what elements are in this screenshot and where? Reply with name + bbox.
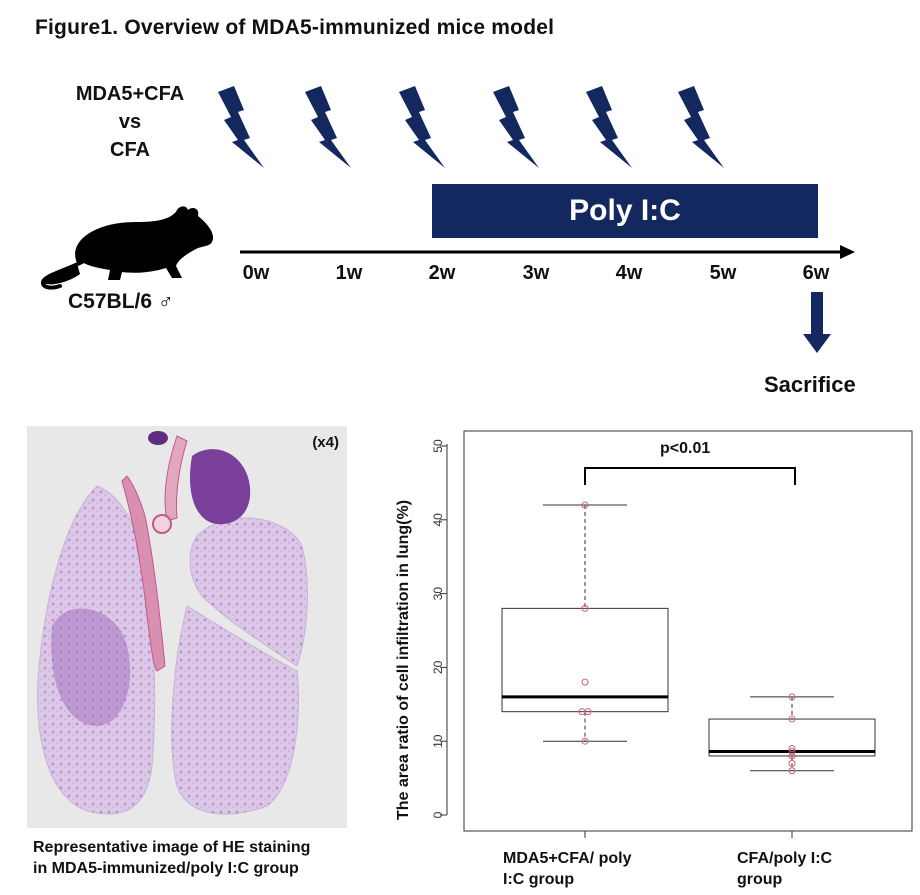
data-point: [581, 604, 589, 612]
data-point: [788, 745, 796, 753]
category-label-line: CFA/poly I:C: [737, 850, 833, 867]
week-label: 0w: [242, 262, 270, 284]
data-point: [581, 678, 589, 686]
y-axis-label: The area ratio of cell infiltration in l…: [395, 499, 412, 820]
mouse-icon: [41, 206, 214, 290]
treatment-label: Poly I:C: [569, 194, 681, 227]
data-point: [788, 715, 796, 723]
week-label: 2w: [428, 262, 456, 284]
data-point: [788, 693, 796, 701]
y-tick-label: 30: [431, 587, 445, 601]
y-tick-label: 10: [431, 734, 445, 748]
strain-label: C57BL/6 ♂: [68, 290, 174, 313]
y-tick-label: 0: [431, 811, 445, 818]
y-tick-label: 40: [431, 513, 445, 527]
caption-line2: in MDA5-immunized/poly I:C group: [33, 860, 299, 877]
week-label: 3w: [522, 262, 550, 284]
category-label-line: MDA5+CFA/ poly: [503, 850, 632, 867]
group-label: MDA5+CFA vs CFA: [50, 80, 210, 164]
down-arrow-icon: [803, 292, 831, 353]
box: [708, 718, 876, 757]
data-point: [788, 752, 796, 760]
box: [501, 607, 669, 713]
magnification-label: (x4): [312, 434, 339, 451]
plot-frame: [463, 430, 913, 832]
category-label-line: I:C group: [503, 871, 575, 888]
p-value-label: p<0.01: [660, 440, 711, 457]
week-label: 4w: [615, 262, 643, 284]
y-tick-label: 50: [431, 439, 445, 453]
group-label-line2: vs: [118, 111, 142, 133]
y-tick-label: 20: [431, 660, 445, 674]
category-label-1: MDA5+CFA/ poly I:C group: [503, 848, 631, 890]
data-point: [578, 708, 586, 716]
lung-section-illustration: [37, 431, 308, 815]
category-label-2: CFA/poly I:C group: [737, 848, 832, 890]
week-label: 5w: [709, 262, 737, 284]
caption-line1: Representative image of HE staining: [33, 839, 311, 856]
week-label: 6w: [802, 262, 830, 284]
data-point: [581, 737, 589, 745]
group-label-line3: CFA: [110, 139, 150, 161]
treatment-bar: Poly I:C: [432, 184, 818, 238]
data-point: [581, 501, 589, 509]
week-label: 1w: [335, 262, 363, 284]
category-label-line: group: [737, 871, 783, 888]
data-point: [788, 767, 796, 775]
significance-bracket: [584, 467, 796, 485]
group-label-line1: MDA5+CFA: [75, 83, 185, 105]
he-stain-image: (x4): [27, 426, 347, 828]
sacrifice-label: Sacrifice: [764, 372, 856, 397]
figure-title: Figure1. Overview of MDA5-immunized mice…: [35, 16, 555, 39]
timeline-arrow: [240, 245, 855, 259]
image-caption: Representative image of HE staining in M…: [33, 837, 310, 879]
data-point: [788, 748, 796, 756]
data-point: [788, 759, 796, 767]
